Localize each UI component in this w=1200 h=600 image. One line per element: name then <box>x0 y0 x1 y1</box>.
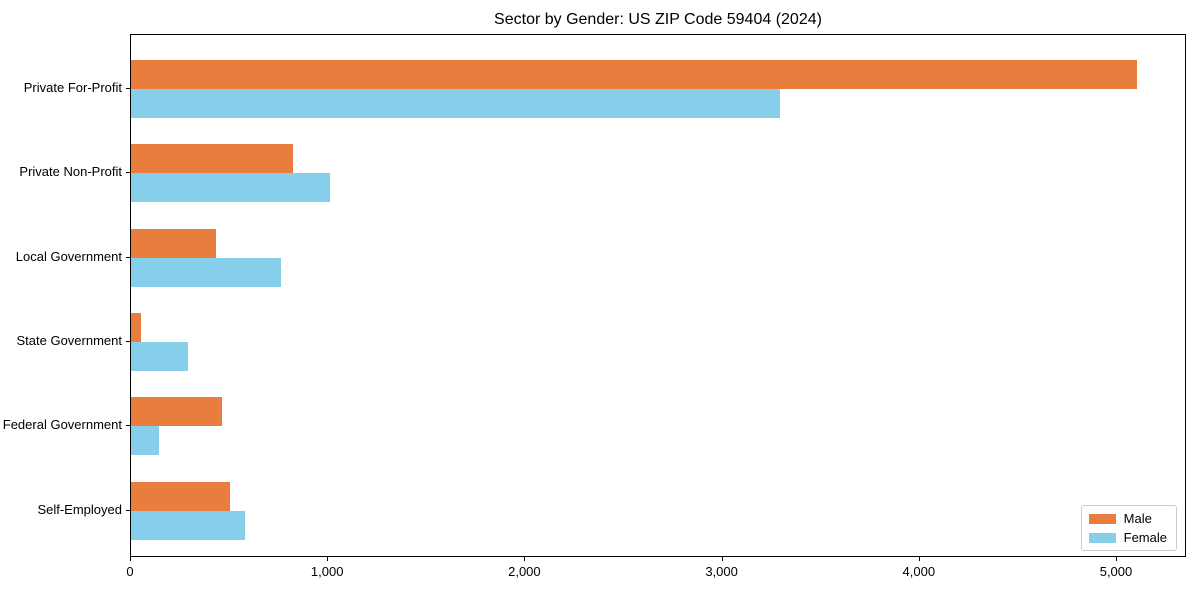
y-axis-label-state-government: State Government <box>16 332 123 348</box>
y-tick-mark <box>126 88 130 89</box>
x-axis-tick-label-1-000: 1,000 <box>310 564 344 579</box>
y-axis-label-self-employed: Self-Employed <box>37 501 122 517</box>
y-axis-label-private-for-profit: Private For-Profit <box>23 80 122 95</box>
y-tick-mark <box>126 425 130 427</box>
y-axis-label-local-government: Local Government <box>15 248 122 264</box>
legend-item-female: Female <box>1088 530 1167 545</box>
legend-label-male: Male <box>1123 511 1152 526</box>
bar-male-federal-government <box>131 397 222 427</box>
y-tick-mark <box>126 172 130 174</box>
x-tick-mark <box>524 557 526 561</box>
y-axis-label-private-non-profit: Private Non-Profit <box>19 164 122 180</box>
x-tick-mark <box>327 557 329 561</box>
bar-female-federal-government <box>131 426 159 456</box>
x-axis-tick-label-5-000: 5,000 <box>1099 564 1133 579</box>
chart-title: Sector by Gender: US ZIP Code 59404 (202… <box>494 11 822 28</box>
female-series-swatch-icon <box>1088 532 1116 543</box>
x-axis-tick-label-3-000: 3,000 <box>705 564 738 579</box>
plot-area: Male Female <box>130 34 1186 557</box>
male-series-swatch-icon <box>1088 513 1116 524</box>
bar-male-private-for-profit <box>131 60 1137 89</box>
bar-male-self-employed <box>131 481 230 511</box>
y-tick-mark <box>126 256 130 258</box>
bar-female-private-non-profit <box>131 173 331 203</box>
bar-male-local-government <box>131 228 216 258</box>
x-axis-tick-label-4-000: 4,000 <box>902 564 936 579</box>
y-tick-mark <box>126 340 130 342</box>
x-tick-mark <box>1116 557 1117 561</box>
x-axis-tick-label-0: 0 <box>126 564 134 579</box>
bar-male-state-government <box>131 312 141 342</box>
legend-label-female: Female <box>1123 530 1167 545</box>
x-tick-mark <box>721 557 723 561</box>
bar-male-private-non-profit <box>131 144 293 174</box>
bar-female-state-government <box>131 341 189 371</box>
bar-female-self-employed <box>131 510 246 540</box>
x-tick-mark <box>918 557 920 561</box>
legend-item-male: Male <box>1088 511 1167 526</box>
bar-female-private-for-profit <box>131 89 780 118</box>
legend: Male Female <box>1080 505 1177 551</box>
bar-female-local-government <box>131 257 281 287</box>
y-axis-label-federal-government: Federal Government <box>2 417 122 433</box>
x-axis-tick-label-2-000: 2,000 <box>508 564 541 579</box>
y-tick-mark <box>126 509 130 511</box>
x-tick-mark <box>130 557 131 561</box>
